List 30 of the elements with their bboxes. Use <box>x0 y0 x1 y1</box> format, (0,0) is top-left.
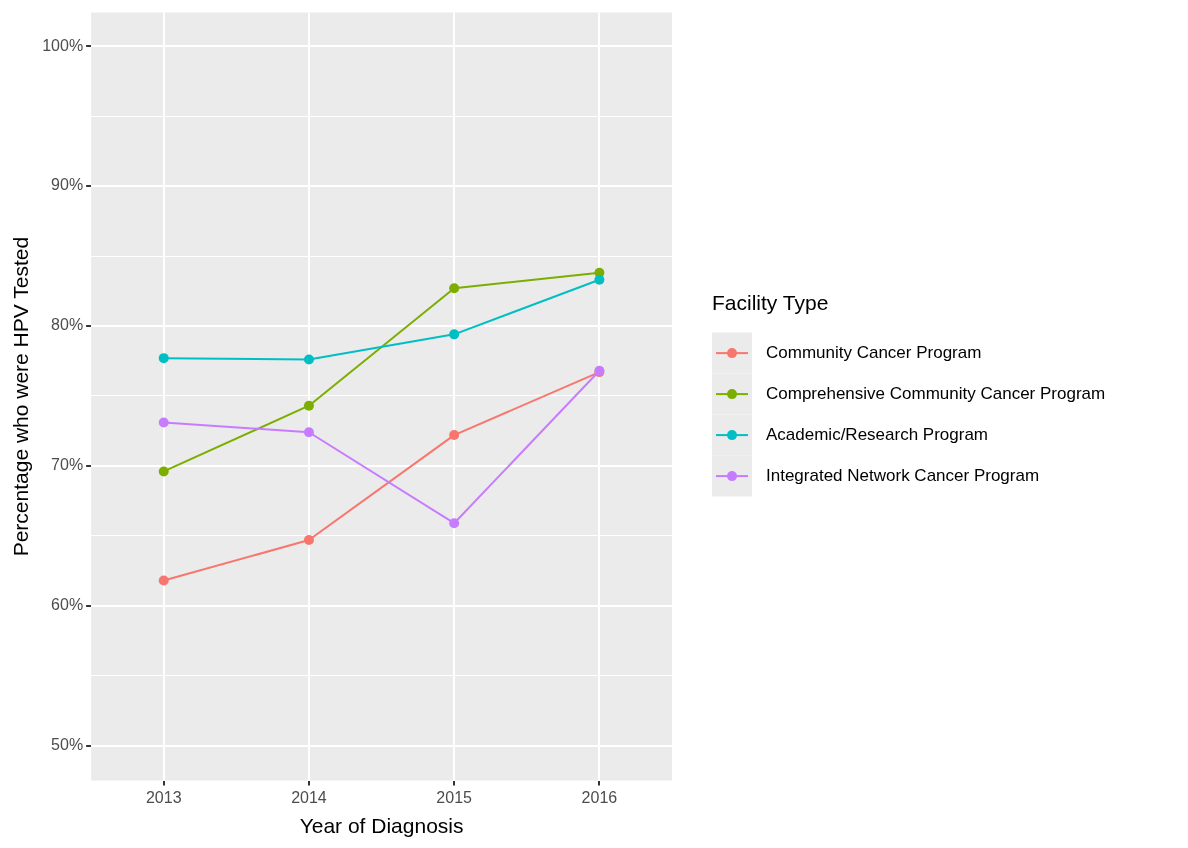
point <box>303 400 314 411</box>
y-tick-label: 70% <box>51 456 84 474</box>
x-axis-title: Year of Diagnosis <box>299 814 464 838</box>
x-tick-label: 2015 <box>436 788 473 806</box>
y-tick-label: 100% <box>42 36 84 54</box>
legend-title: Facility Type <box>712 291 829 315</box>
point <box>449 283 460 294</box>
y-axis-title: Percentage who were HPV Tested <box>9 236 33 557</box>
x-tick-label: 2013 <box>145 788 182 806</box>
legend-label: Academic/Research Program <box>766 424 989 444</box>
x-tick-label: 2014 <box>291 788 327 806</box>
legend-label: Comprehensive Community Cancer Program <box>766 383 1106 403</box>
point <box>158 575 169 586</box>
point <box>303 354 314 365</box>
point <box>158 417 169 428</box>
point <box>594 274 605 285</box>
point <box>303 427 314 438</box>
y-tick-label: 90% <box>51 176 84 194</box>
point <box>449 430 460 441</box>
y-tick-label: 80% <box>51 316 84 334</box>
point <box>158 466 169 477</box>
point <box>449 518 460 529</box>
y-tick-label: 50% <box>51 736 84 754</box>
legend-label: Community Cancer Program <box>766 342 982 362</box>
point <box>449 329 460 340</box>
point <box>158 353 169 364</box>
x-tick-label: 2016 <box>581 788 618 806</box>
point <box>303 534 314 545</box>
legend-label: Integrated Network Cancer Program <box>766 465 1040 485</box>
y-tick-label: 60% <box>51 596 84 614</box>
